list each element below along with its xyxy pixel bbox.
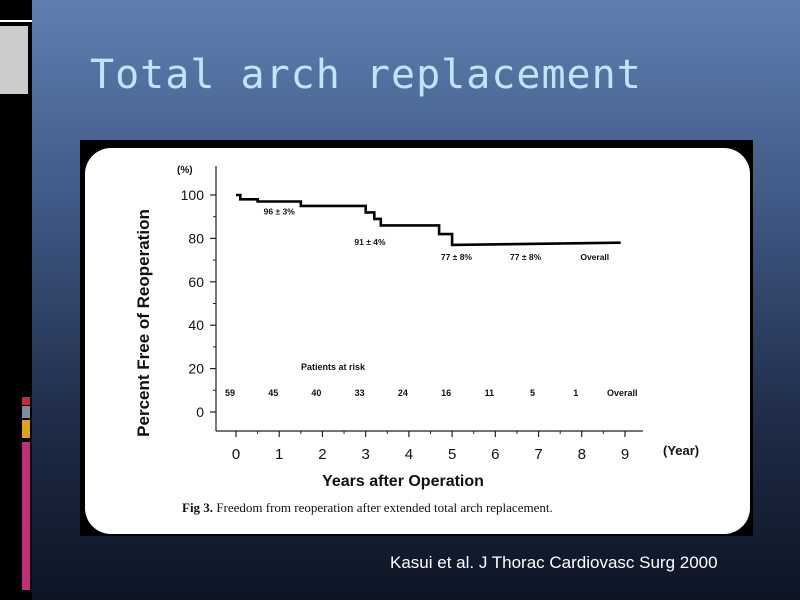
risk-count: 5 — [530, 388, 535, 398]
y-tick-label: 80 — [188, 230, 204, 246]
x-tick-label: 5 — [448, 446, 456, 463]
risk-table-label: Patients at risk — [301, 362, 366, 372]
risk-count: 24 — [398, 388, 408, 398]
y-unit: (%) — [177, 165, 193, 176]
data-annotation: 77 ± 8% — [510, 252, 542, 262]
risk-count: 59 — [225, 388, 235, 398]
accent-stripe — [22, 397, 30, 405]
survival-chart: (%) Percent Free of Reoperation Years af… — [134, 165, 699, 515]
y-tick-label: 0 — [196, 404, 204, 420]
figure-caption-label: Fig 3. — [182, 500, 213, 515]
x-axis-label: Years after Operation — [322, 473, 484, 490]
risk-count: 40 — [311, 388, 321, 398]
figure-caption-text: Freedom from reoperation after extended … — [216, 500, 552, 515]
y-tick-label: 60 — [188, 274, 204, 290]
corner-decoration — [0, 26, 28, 94]
accent-stripe — [22, 442, 30, 590]
citation: Kasui et al. J Thorac Cardiovasc Surg 20… — [390, 553, 718, 572]
x-tick-label: 0 — [232, 446, 240, 463]
figure-card — [85, 148, 750, 534]
x-tick-label: 2 — [318, 446, 326, 463]
data-annotation: Overall — [580, 252, 609, 262]
x-tick-label: 1 — [275, 446, 283, 463]
x-tick-label: 7 — [534, 446, 542, 463]
corner-decoration — [0, 20, 32, 22]
data-annotation: 77 ± 8% — [441, 252, 473, 262]
y-tick-label: 20 — [188, 361, 204, 377]
slide-title: Total arch replacement — [90, 52, 642, 98]
risk-count: 1 — [573, 388, 578, 398]
risk-count: 45 — [268, 388, 278, 398]
figure-caption: Fig 3. Freedom from reoperation after ex… — [182, 500, 553, 515]
x-tick-label: 3 — [361, 446, 369, 463]
y-tick-label: 100 — [181, 187, 205, 203]
risk-count: 33 — [355, 388, 365, 398]
y-tick-label: 40 — [188, 317, 204, 333]
risk-count: 11 — [485, 388, 495, 398]
x-tick-label: 6 — [491, 446, 499, 463]
x-unit: (Year) — [663, 443, 699, 458]
x-tick-label: 9 — [621, 446, 629, 463]
data-annotation: 91 ± 4% — [354, 237, 386, 247]
data-annotation: 96 ± 3% — [264, 207, 296, 217]
x-tick-label: 4 — [405, 446, 413, 463]
accent-stripe — [22, 406, 30, 418]
series-line-overall — [236, 193, 621, 247]
accent-stripe — [22, 420, 30, 438]
y-axis-label: Percent Free of Reoperation — [134, 209, 153, 437]
x-tick-label: 8 — [578, 446, 586, 463]
risk-row-label: Overall — [607, 388, 638, 398]
risk-count: 16 — [441, 388, 451, 398]
